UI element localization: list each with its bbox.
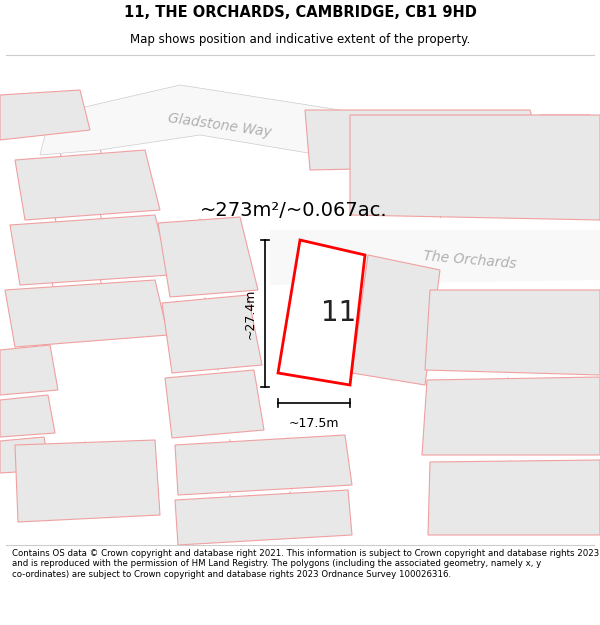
Polygon shape (0, 345, 58, 395)
Polygon shape (158, 217, 258, 297)
Polygon shape (425, 290, 600, 375)
Text: Contains OS data © Crown copyright and database right 2021. This information is : Contains OS data © Crown copyright and d… (12, 549, 599, 579)
Text: Gladstone Way: Gladstone Way (167, 111, 273, 139)
Polygon shape (422, 377, 600, 455)
Polygon shape (162, 295, 262, 373)
Polygon shape (40, 85, 400, 165)
Polygon shape (0, 395, 55, 437)
Polygon shape (305, 110, 545, 170)
Text: ~273m²/~0.067ac.: ~273m²/~0.067ac. (200, 201, 388, 219)
Polygon shape (540, 115, 595, 155)
Polygon shape (165, 370, 264, 438)
Text: 11, THE ORCHARDS, CAMBRIDGE, CB1 9HD: 11, THE ORCHARDS, CAMBRIDGE, CB1 9HD (124, 4, 476, 19)
Polygon shape (352, 255, 440, 385)
Polygon shape (0, 90, 90, 140)
Polygon shape (175, 435, 352, 495)
Polygon shape (15, 150, 160, 220)
Polygon shape (175, 490, 352, 545)
Polygon shape (428, 460, 600, 535)
Polygon shape (0, 437, 50, 473)
Text: ~27.4m: ~27.4m (244, 288, 257, 339)
Polygon shape (10, 215, 170, 285)
Text: ~17.5m: ~17.5m (289, 417, 339, 430)
Polygon shape (350, 115, 600, 220)
Text: Map shows position and indicative extent of the property.: Map shows position and indicative extent… (130, 33, 470, 46)
Text: The Orchards: The Orchards (423, 249, 517, 271)
Text: 11: 11 (320, 299, 356, 328)
Polygon shape (5, 280, 168, 347)
Polygon shape (278, 240, 365, 385)
Polygon shape (15, 440, 160, 522)
Polygon shape (270, 230, 600, 285)
